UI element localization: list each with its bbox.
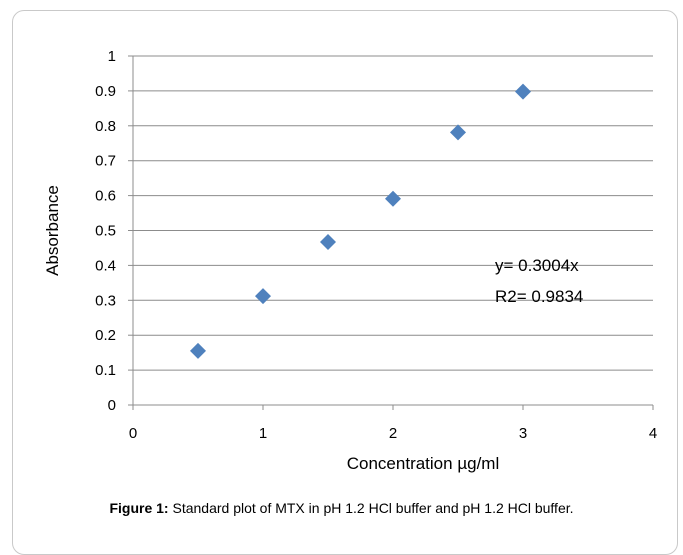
caption-label: Figure 1:	[109, 500, 169, 516]
data-point	[385, 190, 401, 207]
figure-frame	[12, 10, 678, 555]
data-point	[255, 288, 271, 305]
caption-text: Standard plot of MTX in pH 1.2 HCl buffe…	[172, 500, 574, 516]
y-tick-label: 0.8	[95, 118, 116, 135]
x-axis-title: Concentration µg/ml	[347, 454, 499, 473]
y-tick-label: 0.4	[95, 257, 116, 274]
data-point	[320, 234, 336, 251]
data-point	[190, 342, 206, 359]
x-tick-labels: 0 1 2 3 4	[129, 425, 657, 442]
data-point	[515, 83, 531, 100]
y-tick-label: 0.2	[95, 327, 116, 344]
data-point	[450, 124, 466, 141]
y-axis-title: Absorbance	[43, 185, 62, 276]
equation-annotation: y= 0.3004x	[495, 256, 579, 275]
r-squared-annotation: R2= 0.9834	[495, 287, 583, 306]
figure-caption: Figure 1: Standard plot of MTX in pH 1.2…	[0, 500, 683, 516]
y-tick-label: 0.3	[95, 292, 116, 309]
y-tick-label: 0.1	[95, 362, 116, 379]
x-tick-label: 2	[389, 425, 397, 442]
y-tick-label: 1	[108, 48, 116, 65]
data-points	[190, 83, 531, 359]
y-tick-labels: 0 0.1 0.2 0.3 0.4 0.5 0.6 0.7 0.8 0.9 1	[95, 48, 116, 414]
x-tick-label: 3	[519, 425, 527, 442]
gridlines	[128, 55, 653, 406]
y-tick-label: 0.5	[95, 223, 116, 240]
scatter-chart: 0 0.1 0.2 0.3 0.4 0.5 0.6 0.7 0.8 0.9 1 0 1 2 3 4 Abso…	[43, 48, 657, 473]
x-tick-label: 1	[259, 425, 267, 442]
y-tick-label: 0.7	[95, 153, 116, 170]
y-tick-label: 0.9	[95, 83, 116, 100]
x-tick-label: 4	[649, 425, 657, 442]
y-tick-label: 0.6	[95, 188, 116, 205]
axes	[132, 56, 654, 410]
x-tick-label: 0	[129, 425, 137, 442]
y-tick-label: 0	[108, 397, 116, 414]
